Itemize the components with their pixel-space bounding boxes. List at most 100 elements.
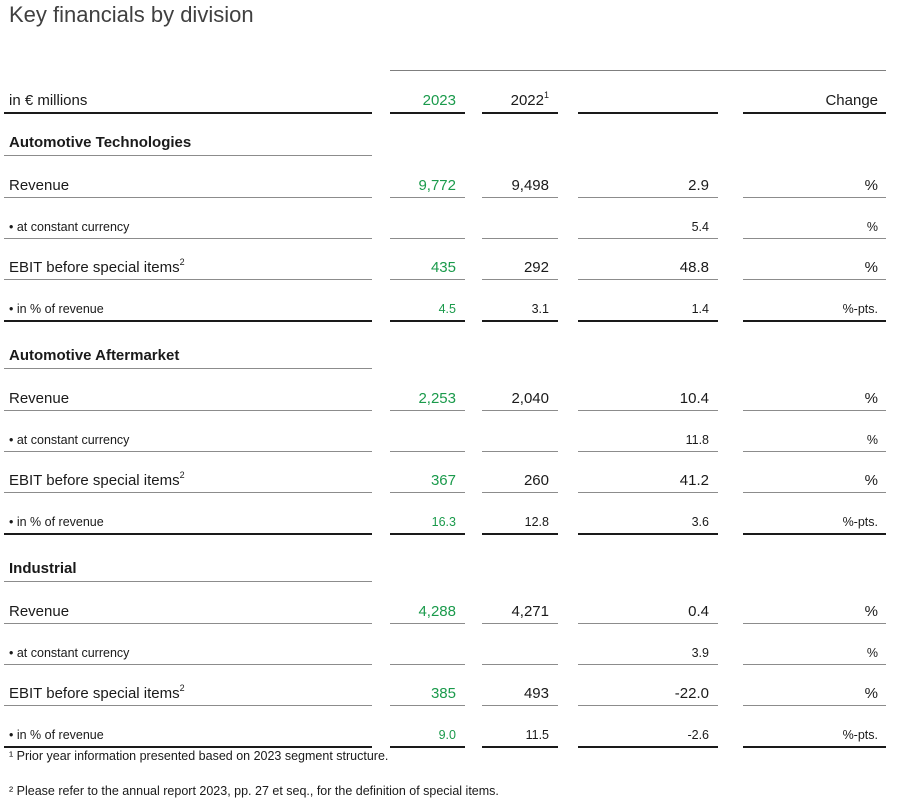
value-2023: 2,253 bbox=[418, 390, 456, 407]
change-unit: % bbox=[864, 177, 878, 194]
column-header-change: Change bbox=[825, 92, 878, 109]
row-rule bbox=[578, 746, 718, 748]
value-change: 48.8 bbox=[679, 259, 709, 276]
value-change: 1.4 bbox=[691, 302, 709, 316]
header-rule bbox=[743, 112, 886, 114]
value-change: 10.4 bbox=[679, 390, 709, 407]
footnote: ² Please refer to the annual report 2023… bbox=[9, 784, 499, 798]
row-label-text: • in % of revenue bbox=[9, 728, 104, 742]
row-rule bbox=[4, 279, 372, 280]
row-label: • in % of revenue bbox=[9, 728, 104, 742]
row-label-text: • in % of revenue bbox=[9, 515, 104, 529]
footnote-ref: 2 bbox=[179, 683, 185, 693]
row-label-text: • at constant currency bbox=[9, 433, 130, 447]
row-label: • at constant currency bbox=[9, 433, 129, 447]
row-rule bbox=[743, 279, 886, 280]
row-rule bbox=[390, 533, 465, 535]
value-2023: 16.3 bbox=[431, 515, 456, 529]
change-unit: % bbox=[866, 433, 878, 447]
row-rule bbox=[743, 410, 886, 411]
row-rule bbox=[390, 238, 465, 239]
row-rule bbox=[482, 410, 558, 411]
value-change: 0.4 bbox=[688, 603, 709, 620]
row-rule bbox=[578, 533, 718, 535]
footnote-ref: 2 bbox=[179, 257, 185, 267]
row-rule bbox=[482, 492, 558, 493]
row-rule bbox=[390, 623, 465, 624]
change-unit: % bbox=[864, 603, 878, 620]
row-label: • in % of revenue bbox=[9, 302, 104, 316]
row-rule bbox=[4, 746, 372, 748]
row-label-text: Revenue bbox=[9, 603, 70, 620]
value-2023: 9.0 bbox=[438, 728, 456, 742]
row-rule bbox=[390, 320, 465, 322]
header-rule bbox=[390, 112, 465, 114]
row-rule bbox=[390, 451, 465, 452]
change-unit: %-pts. bbox=[842, 515, 878, 529]
value-2022: 260 bbox=[523, 472, 549, 489]
row-label-text: EBIT before special items bbox=[9, 685, 180, 702]
row-label: Revenue bbox=[9, 177, 69, 194]
row-rule bbox=[482, 279, 558, 280]
row-rule bbox=[578, 664, 718, 665]
value-2022: 3.1 bbox=[531, 302, 549, 316]
row-label: Revenue bbox=[9, 603, 69, 620]
row-rule bbox=[390, 279, 465, 280]
row-rule bbox=[743, 746, 886, 748]
row-rule bbox=[578, 623, 718, 624]
row-label-text: EBIT before special items bbox=[9, 259, 180, 276]
value-2022: 2,040 bbox=[511, 390, 549, 407]
row-rule bbox=[743, 705, 886, 706]
section-rule bbox=[4, 155, 372, 156]
row-rule bbox=[4, 320, 372, 322]
value-2022: 493 bbox=[523, 685, 549, 702]
row-rule bbox=[390, 492, 465, 493]
value-2022: 11.5 bbox=[525, 728, 549, 742]
row-label-text: EBIT before special items bbox=[9, 472, 180, 489]
change-unit: % bbox=[864, 472, 878, 489]
row-rule bbox=[578, 238, 718, 239]
change-unit: %-pts. bbox=[842, 302, 878, 316]
section-name: Automotive Technologies bbox=[9, 134, 192, 151]
row-rule bbox=[4, 492, 372, 493]
row-label-text: • at constant currency bbox=[9, 220, 130, 234]
value-2023: 435 bbox=[430, 259, 456, 276]
change-unit: %-pts. bbox=[842, 728, 878, 742]
value-change: 11.8 bbox=[685, 433, 709, 447]
value-2022: 9,498 bbox=[511, 177, 549, 194]
row-label-text: • in % of revenue bbox=[9, 302, 104, 316]
value-2023: 385 bbox=[430, 685, 456, 702]
row-rule bbox=[482, 746, 558, 748]
row-rule bbox=[482, 320, 558, 322]
value-change: -22.0 bbox=[674, 685, 709, 702]
row-rule bbox=[743, 197, 886, 198]
row-rule bbox=[4, 623, 372, 624]
row-label: • in % of revenue bbox=[9, 515, 104, 529]
header-top-rule bbox=[390, 70, 886, 71]
footnote-ref: 1 bbox=[543, 90, 549, 100]
value-2022: 292 bbox=[523, 259, 549, 276]
row-label-text: • at constant currency bbox=[9, 646, 130, 660]
row-rule bbox=[743, 533, 886, 535]
row-rule bbox=[390, 664, 465, 665]
row-label: • at constant currency bbox=[9, 646, 129, 660]
row-rule bbox=[482, 623, 558, 624]
value-2023: 367 bbox=[430, 472, 456, 489]
value-2023: 4,288 bbox=[418, 603, 456, 620]
row-label-text: Revenue bbox=[9, 177, 70, 194]
row-rule bbox=[4, 705, 372, 706]
row-rule bbox=[4, 238, 372, 239]
row-rule bbox=[578, 451, 718, 452]
row-rule bbox=[390, 197, 465, 198]
section-rule bbox=[4, 368, 372, 369]
row-rule bbox=[578, 492, 718, 493]
row-rule bbox=[578, 197, 718, 198]
row-rule bbox=[743, 492, 886, 493]
change-unit: % bbox=[864, 390, 878, 407]
value-change: -2.6 bbox=[687, 728, 709, 742]
row-label-text: Revenue bbox=[9, 390, 70, 407]
column-header-2023: 2023 bbox=[422, 92, 456, 109]
column-header-2022: 20221 bbox=[482, 90, 558, 109]
row-rule bbox=[578, 320, 718, 322]
footnote-ref: 2 bbox=[179, 470, 185, 480]
